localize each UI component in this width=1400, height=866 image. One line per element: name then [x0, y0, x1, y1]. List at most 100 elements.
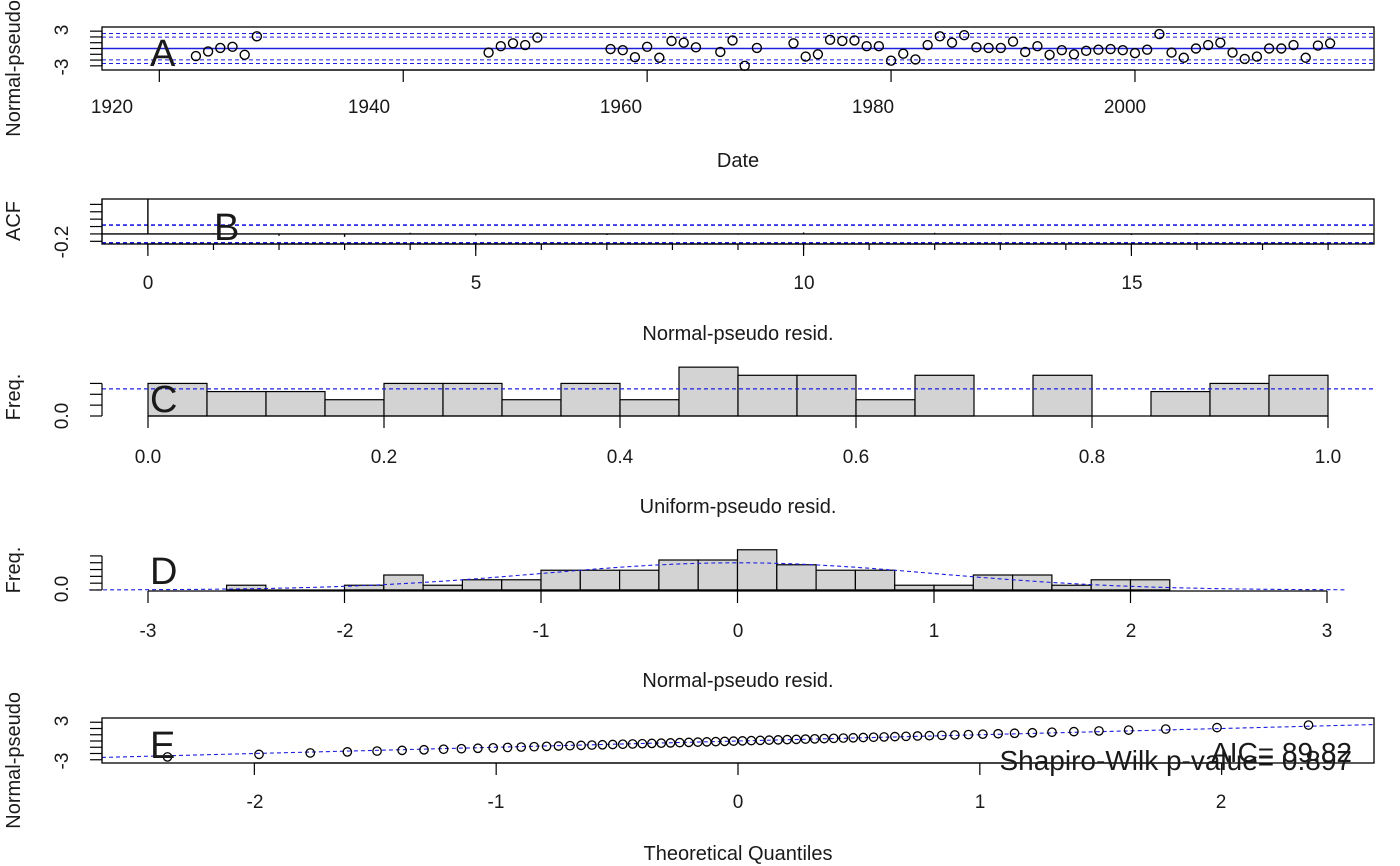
- panel-a-letter: A: [150, 33, 176, 75]
- panel-e-point: [529, 741, 540, 752]
- panel-d-marks: [89, 549, 1347, 603]
- panel-e-point: [473, 743, 483, 754]
- panel-a-point: [910, 54, 921, 65]
- panel-d-hist-bar: [618, 569, 660, 591]
- panel-c-hist-bar: [560, 382, 621, 417]
- panel-a-point: [727, 35, 738, 46]
- panel-b-frame: [101, 198, 1375, 245]
- panel-c-letter: C: [150, 379, 177, 421]
- panel-a-point: [959, 30, 970, 41]
- panel-e-point: [502, 742, 513, 753]
- panel-e-marks: [90, 720, 1375, 775]
- panel-a-point: [739, 60, 750, 72]
- panel-c-ytick-label: 0.0: [52, 403, 73, 429]
- panel-b-ylabel: ACF: [3, 201, 25, 241]
- panel-e-point: [674, 737, 685, 748]
- panel-b-ytick-label: -0.2: [52, 226, 73, 259]
- panel-d-hist-bar: [776, 564, 817, 591]
- panel-d-hist-bar: [854, 569, 896, 591]
- panel-c-hist-bar: [678, 366, 739, 417]
- panel-a-ytick-label: 3: [52, 25, 73, 36]
- panel-a-point: [483, 47, 494, 58]
- panel-e-point: [848, 732, 859, 743]
- panel-e-point: [879, 732, 889, 742]
- panel-a-ytick-label: -3: [52, 59, 73, 76]
- panel-e-point: [791, 734, 802, 745]
- panel-e-point: [516, 742, 527, 752]
- panel-c-hist-bar: [914, 374, 975, 417]
- panel-e-point: [1069, 726, 1079, 737]
- panel-a-point: [995, 42, 1007, 54]
- panel-e-point: [868, 732, 879, 743]
- panel-e-point: [912, 731, 923, 741]
- panel-c-hist-bar: [796, 374, 857, 417]
- panel-a-point: [1141, 44, 1153, 55]
- panel-e: -2 -1 0 1 2 3 -3 Theoretical Quantiles N…: [3, 692, 1375, 865]
- panel-e-xtick-label: -2: [247, 792, 264, 813]
- panel-e-xtick-label: 1: [975, 792, 986, 813]
- panel-a-point: [678, 37, 689, 48]
- panel-e-point: [800, 734, 811, 744]
- panel-e-point: [617, 739, 628, 750]
- panel-a-point: [1178, 52, 1189, 63]
- panel-c-hist-bar: [324, 399, 385, 417]
- panel-e-ylabel: Normal-pseudo: [3, 692, 25, 829]
- panel-e-point: [1009, 728, 1020, 739]
- panel-d-hist-bar: [933, 584, 974, 591]
- panel-a-point: [1166, 47, 1177, 58]
- panel-d-hist-bar: [894, 584, 935, 591]
- panel-a-point: [1202, 39, 1214, 51]
- panel-b-xtick-label: 15: [1121, 273, 1142, 294]
- panel-e-point: [254, 749, 264, 760]
- panel-a-point: [1276, 43, 1287, 54]
- panel-c-xlabel: Uniform-pseudo resid.: [640, 496, 837, 518]
- panel-c-hist-bar: [1268, 374, 1329, 417]
- panel-a-marks: [90, 28, 1374, 82]
- panel-a-point: [202, 46, 214, 57]
- panel-e-xtick-label: 0: [733, 792, 744, 813]
- panel-e-point: [949, 730, 960, 740]
- panel-d-xtick-label: -1: [533, 621, 550, 642]
- panel-a-xtick-label: 2000: [1104, 97, 1146, 118]
- panel-e-ytick-label: 3: [52, 716, 73, 727]
- panel-b-xtick-label: 5: [471, 273, 482, 294]
- panel-a-point: [1080, 45, 1092, 57]
- panel-d-hist-bar: [461, 579, 503, 591]
- panel-d-hist-bar: [383, 574, 424, 591]
- panel-a-point: [532, 32, 543, 43]
- panel-e-xlabel: Theoretical Quantiles: [644, 843, 833, 865]
- panel-d-hist-bar: [736, 549, 778, 591]
- panel-e-point: [838, 733, 849, 743]
- panel-a-point: [507, 38, 519, 49]
- panel-d: -3 -2 -1 0 1 2 3 0.0 Normal-pseudo resid…: [3, 547, 1347, 692]
- panel-e-point: [1123, 725, 1134, 735]
- panel-c-xtick-label: 1.0: [1315, 447, 1341, 468]
- panel-a-point: [934, 31, 946, 42]
- panel-e-ytick-label: -3: [52, 753, 73, 770]
- panel-e-point: [637, 738, 648, 749]
- shapiro-wilk-annotation: Shapiro-Wilk p-value= 0.897: [999, 745, 1352, 776]
- panel-e-point: [1094, 726, 1104, 736]
- panel-e-frame: [101, 717, 1375, 764]
- panel-a-point: [837, 35, 848, 47]
- panel-e-point: [372, 746, 382, 756]
- panel-e-point: [1027, 727, 1038, 738]
- panel-a-point: [1312, 40, 1324, 51]
- panel-d-hist-bar: [579, 569, 621, 591]
- panel-d-xtick-label: 0: [733, 621, 744, 642]
- panel-e-point: [1303, 720, 1314, 730]
- panel-a-xtick-label: 1980: [852, 97, 894, 118]
- panel-a-point: [519, 39, 531, 51]
- panel-a-point: [1117, 45, 1128, 56]
- panel-e-point: [656, 738, 667, 748]
- panel-e-point: [993, 728, 1003, 739]
- panel-e-point: [342, 747, 353, 757]
- panel-a-point: [922, 39, 933, 51]
- panel-a-point: [641, 41, 653, 52]
- panel-a-point: [1044, 49, 1055, 61]
- panel-a-point: [1154, 28, 1165, 40]
- panel-e-point: [1212, 722, 1222, 733]
- panel-d-hist-bar: [1011, 574, 1053, 591]
- panel-a-xtick-label: 1960: [600, 97, 642, 118]
